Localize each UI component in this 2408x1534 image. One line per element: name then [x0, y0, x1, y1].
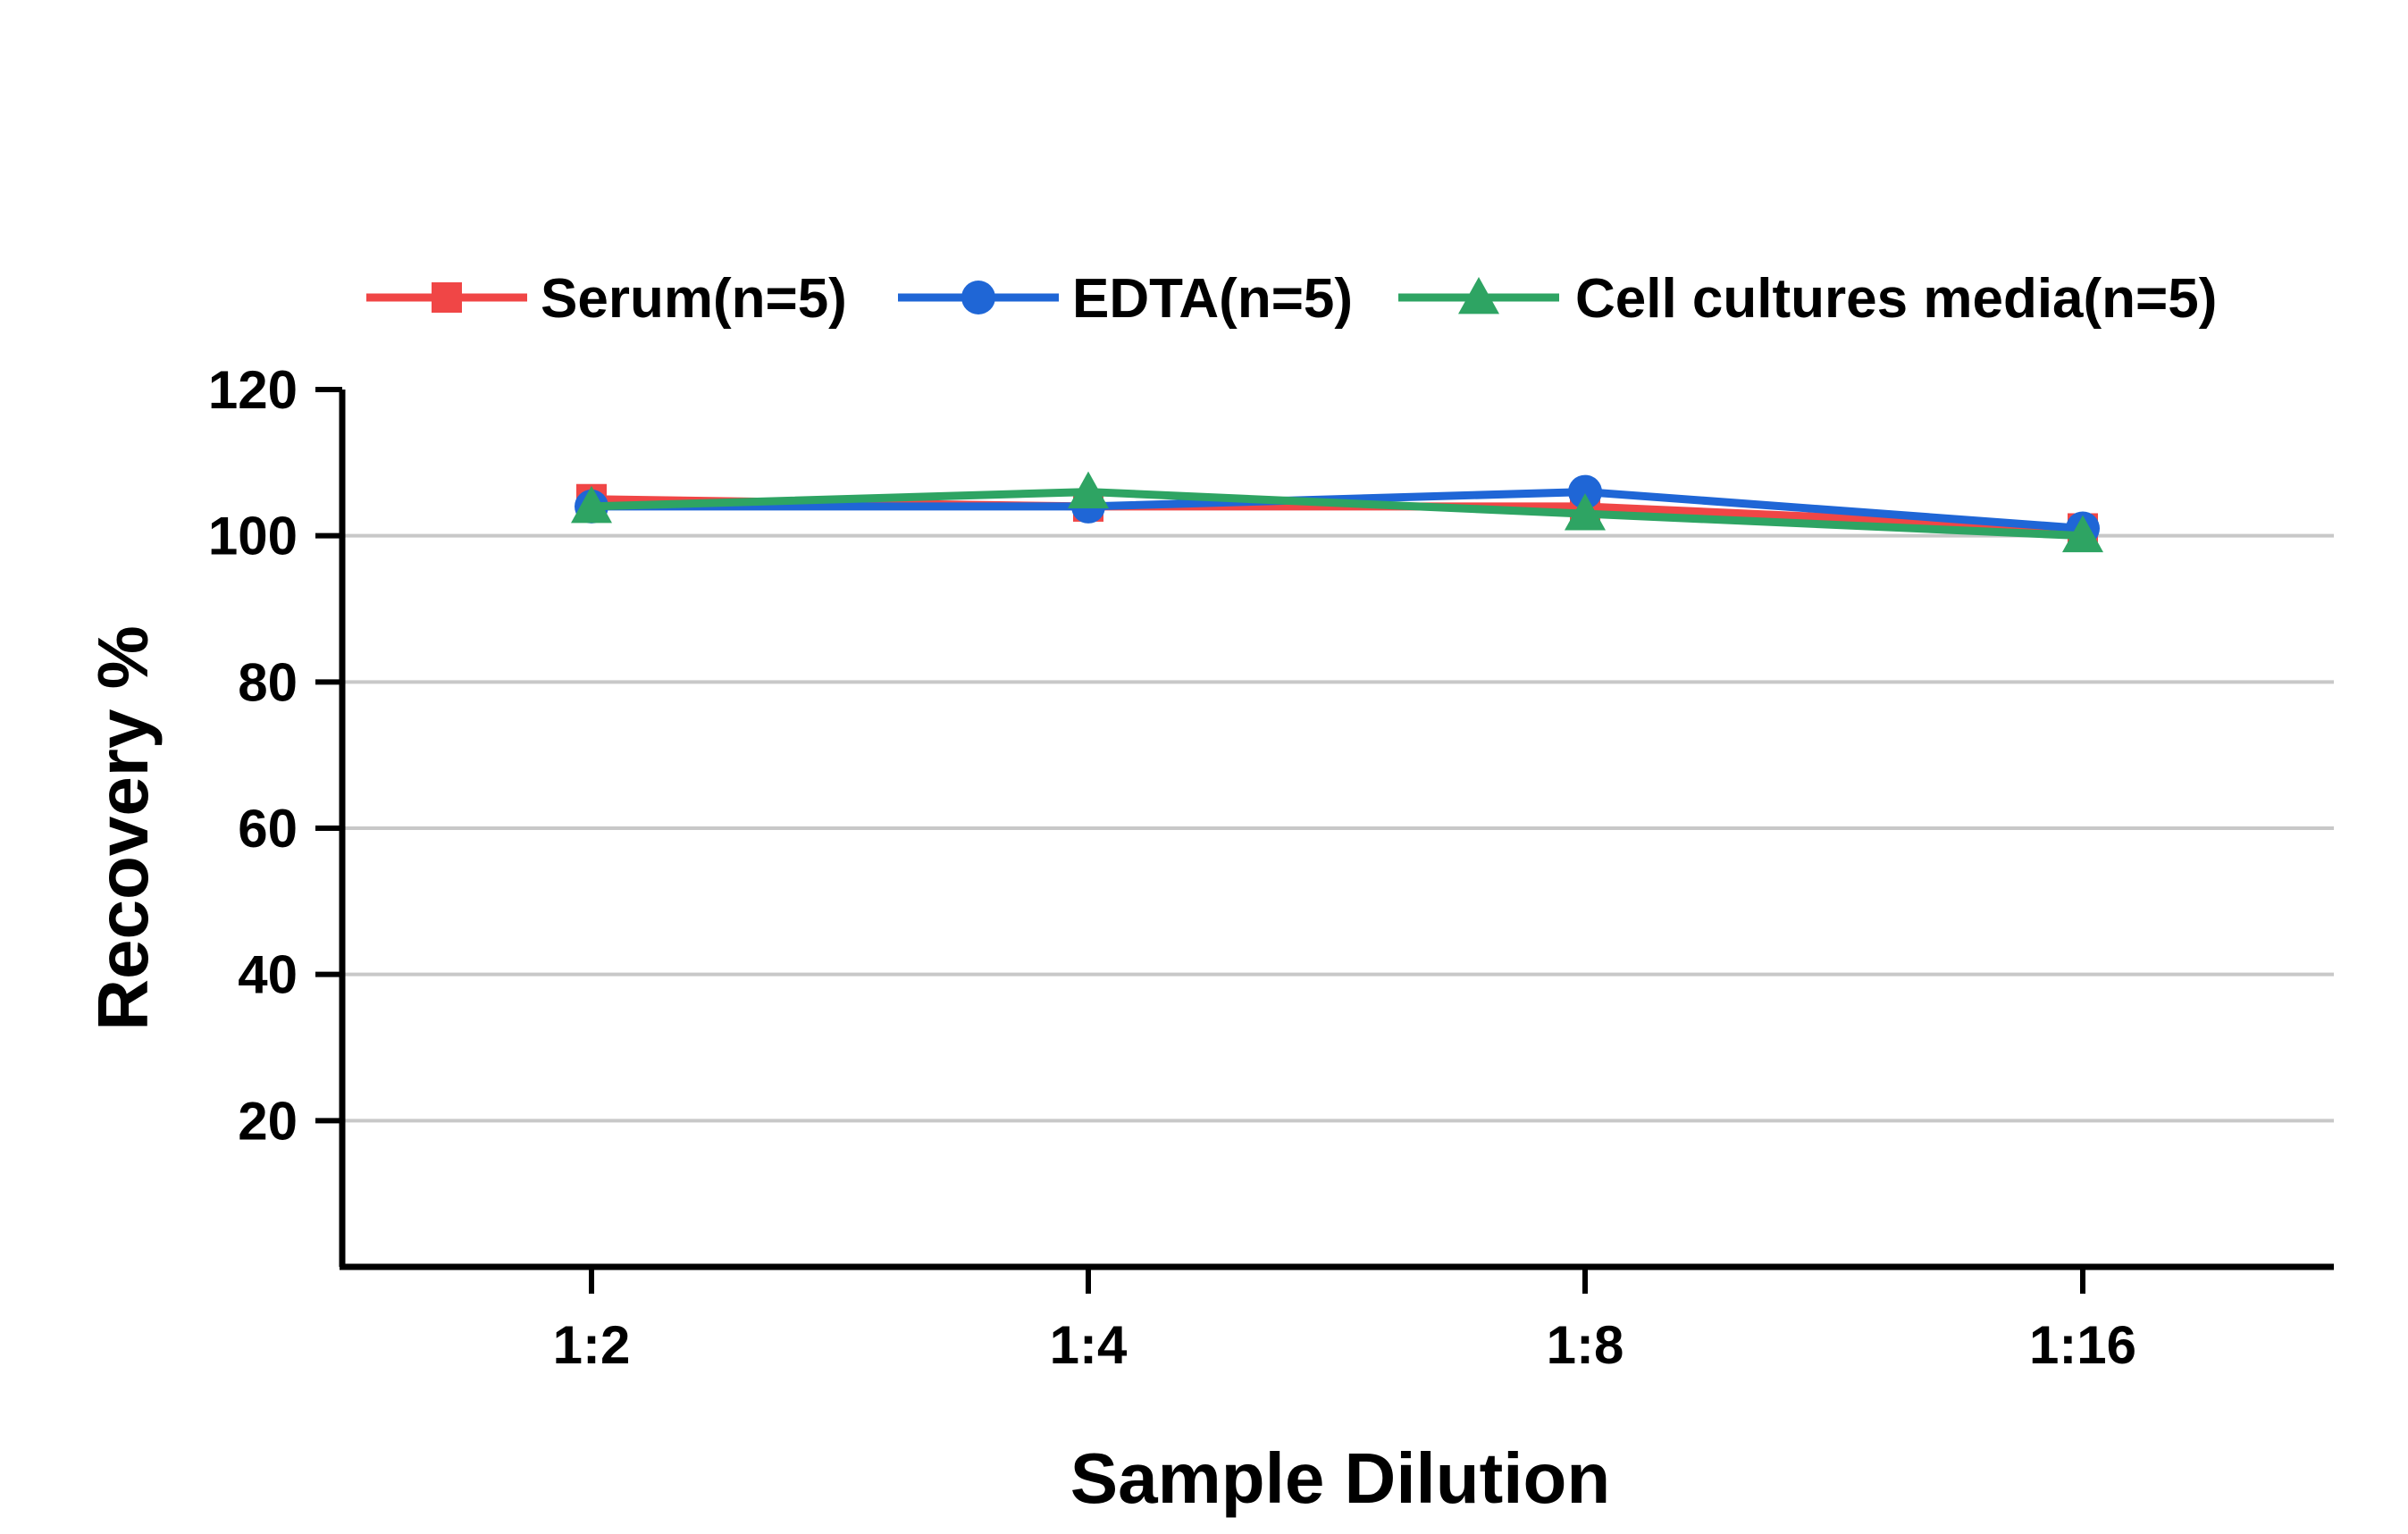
legend-swatch-marker — [961, 281, 995, 314]
legend-swatch-marker — [1458, 277, 1499, 314]
x-tick-label: 1:8 — [1547, 1315, 1624, 1375]
x-tick-label: 1:2 — [553, 1315, 631, 1375]
data-point — [571, 485, 612, 524]
grid-lines — [342, 533, 2334, 1123]
x-ticks: 1:2 1:4 1:8 1:16 — [553, 1267, 2136, 1375]
legend-item: Cell cultures media(n=5) — [1398, 268, 2217, 330]
series-line — [591, 488, 2084, 541]
legend: Serum(n=5) EDTA(n=5) Cell cultures media(n… — [366, 268, 2217, 330]
y-tick-label: 120 — [208, 360, 298, 420]
y-axis-title: Recovery % — [83, 625, 163, 1031]
data-point — [2062, 515, 2103, 553]
legend-swatch-marker — [432, 282, 462, 313]
x-axis-title: Sample Dilution — [1070, 1438, 1611, 1518]
y-tick-label: 100 — [208, 507, 298, 566]
y-tick-label: 60 — [238, 799, 298, 859]
legend-label: Cell cultures media(n=5) — [1575, 268, 2217, 330]
series — [571, 471, 2103, 553]
data-point — [1565, 493, 1606, 531]
x-tick-label: 1:4 — [1050, 1315, 1128, 1375]
legend-item: EDTA(n=5) — [898, 268, 1353, 330]
y-tick-label: 20 — [238, 1091, 298, 1151]
legend-item: Serum(n=5) — [366, 268, 847, 330]
series-group — [571, 471, 2103, 553]
y-tick-label: 40 — [238, 945, 298, 1005]
x-tick-label: 1:16 — [2029, 1315, 2136, 1375]
data-point — [1068, 471, 1109, 508]
legend-label: Serum(n=5) — [541, 268, 847, 330]
y-ticks: 20 40 60 80 100 120 — [208, 360, 342, 1151]
data-point — [1568, 474, 1602, 509]
y-tick-label: 80 — [238, 652, 298, 712]
legend-label: EDTA(n=5) — [1072, 268, 1353, 330]
